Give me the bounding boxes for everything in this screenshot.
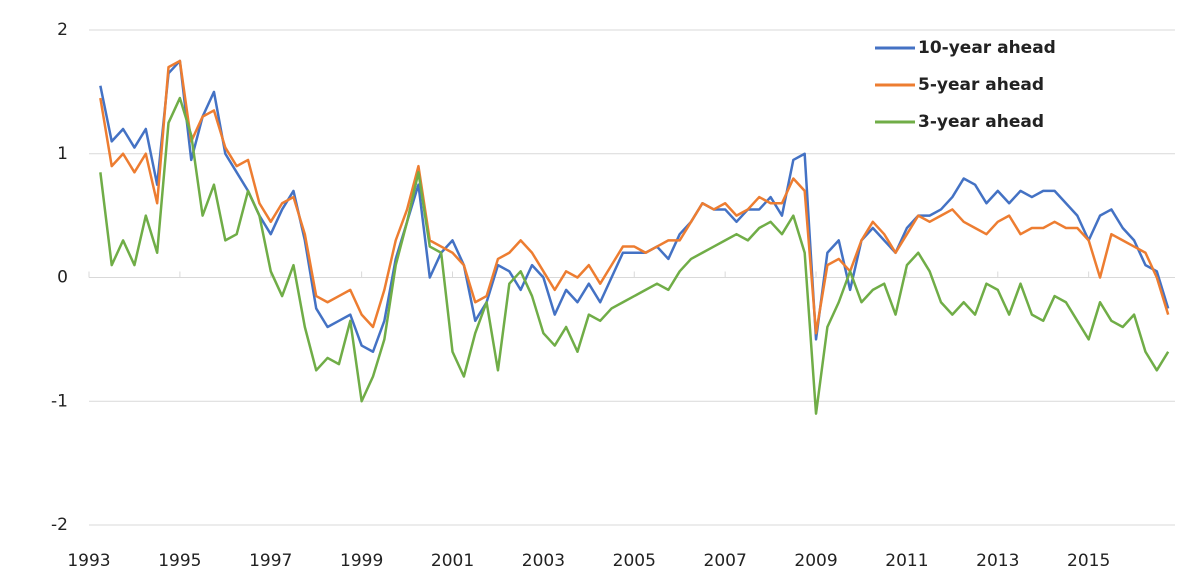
legend-label: 10-year ahead (918, 38, 1056, 58)
x-tick-label: 2009 (794, 551, 837, 571)
x-tick-label: 2013 (976, 551, 1019, 571)
y-tick-label: -1 (51, 391, 68, 411)
y-tick-label: 0 (57, 268, 68, 288)
x-tick-label: 2015 (1067, 551, 1110, 571)
legend-label: 3-year ahead (918, 112, 1044, 132)
y-tick-label: -2 (51, 515, 68, 535)
legend: 10-year ahead 5-year ahead 3-year ahead (875, 38, 1056, 132)
x-tick-label: 1995 (158, 551, 201, 571)
x-tick-label: 1997 (249, 551, 292, 571)
series-line (99, 96, 1170, 415)
x-tick-label: 2007 (704, 551, 747, 571)
x-tick-label: 2003 (522, 551, 565, 571)
series-line (99, 59, 1170, 353)
legend-label: 5-year ahead (918, 75, 1044, 95)
y-tick-label: 1 (57, 144, 68, 164)
x-tick-label: 2005 (613, 551, 656, 571)
series-line (99, 59, 1170, 335)
x-tick-label: 2001 (431, 551, 474, 571)
y-tick-label: 2 (57, 20, 68, 40)
x-tick-label: 1993 (67, 551, 110, 571)
x-tick-label: 1999 (340, 551, 383, 571)
x-tick-label: 2011 (885, 551, 928, 571)
